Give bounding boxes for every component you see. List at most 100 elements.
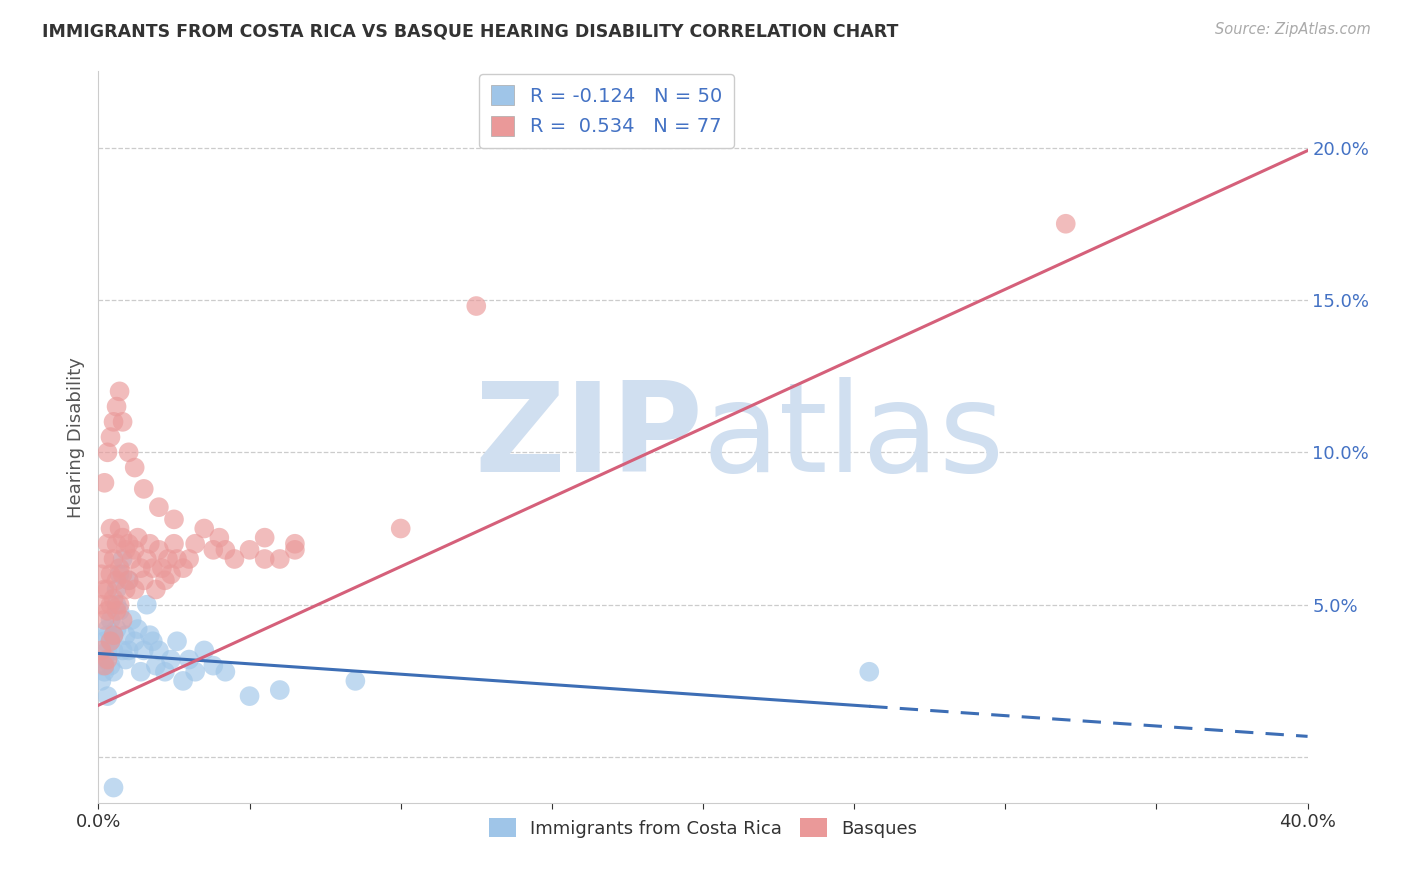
Point (118, 445, 141, 459)
Text: Source: ZipAtlas.com: Source: ZipAtlas.com (1215, 22, 1371, 37)
Point (103, 665, 125, 679)
Point (111, 552, 134, 566)
Point (105, 604, 128, 618)
Point (135, 598, 157, 612)
Point (96, 445, 118, 459)
Point (90, 673, 112, 688)
Point (127, 531, 149, 545)
Point (105, 598, 128, 612)
Point (184, 537, 207, 551)
Point (100, 521, 122, 535)
Point (465, 299, 488, 313)
Point (105, 400, 128, 414)
Point (105, 622, 128, 636)
Point (96, 537, 118, 551)
Point (108, 604, 131, 618)
Point (179, 652, 201, 666)
Point (208, 531, 231, 545)
Point (145, 582, 167, 597)
Point (103, 591, 125, 606)
Point (93, 652, 115, 666)
Point (139, 537, 162, 551)
Point (90, 643, 112, 657)
Point (93, 634, 115, 648)
Point (193, 643, 215, 657)
Point (239, 542, 262, 557)
Point (108, 567, 131, 582)
Point (389, 521, 412, 535)
Legend: Immigrants from Costa Rica, Basques: Immigrants from Costa Rica, Basques (481, 811, 925, 845)
Point (139, 628, 162, 642)
Point (224, 552, 246, 566)
Point (129, 561, 152, 575)
Point (93, 475, 115, 490)
Point (163, 512, 186, 526)
Point (118, 574, 141, 588)
Point (160, 567, 183, 582)
Point (172, 673, 194, 688)
Point (129, 665, 152, 679)
Point (202, 542, 225, 557)
Point (96, 622, 118, 636)
Point (132, 643, 155, 657)
Point (239, 689, 262, 703)
Point (344, 673, 367, 688)
Point (193, 521, 215, 535)
Point (90, 567, 112, 582)
Point (124, 542, 146, 557)
Point (114, 542, 136, 557)
Point (100, 430, 122, 444)
Point (132, 574, 155, 588)
Point (253, 552, 276, 566)
Point (135, 552, 157, 566)
Point (172, 561, 194, 575)
Point (100, 598, 122, 612)
Point (111, 567, 134, 582)
Point (214, 542, 236, 557)
Point (121, 552, 143, 566)
Point (124, 460, 146, 475)
Point (150, 561, 173, 575)
Point (93, 552, 115, 566)
Point (118, 643, 141, 657)
Point (148, 542, 170, 557)
Point (114, 582, 136, 597)
Point (90, 658, 112, 673)
Point (100, 567, 122, 582)
Point (160, 652, 183, 666)
Point (214, 665, 236, 679)
Point (96, 604, 118, 618)
Point (166, 634, 188, 648)
Point (111, 531, 134, 545)
Point (103, 552, 125, 566)
Point (132, 482, 155, 496)
Point (96, 652, 118, 666)
Point (153, 665, 176, 679)
Point (90, 598, 112, 612)
Point (269, 552, 291, 566)
Point (142, 561, 165, 575)
Point (127, 622, 149, 636)
Point (93, 582, 115, 597)
Point (108, 598, 131, 612)
Point (1054, 217, 1077, 231)
Point (103, 780, 125, 795)
Point (121, 613, 143, 627)
Point (96, 582, 118, 597)
Point (93, 658, 115, 673)
Point (96, 643, 118, 657)
Point (148, 500, 170, 515)
Point (269, 683, 291, 698)
Point (118, 537, 141, 551)
Point (148, 643, 170, 657)
Point (118, 574, 141, 588)
Point (105, 582, 128, 597)
Point (142, 634, 165, 648)
Point (166, 552, 188, 566)
Point (100, 634, 122, 648)
Point (153, 574, 176, 588)
Point (202, 658, 225, 673)
Point (284, 542, 307, 557)
Point (111, 415, 134, 429)
Point (163, 537, 186, 551)
